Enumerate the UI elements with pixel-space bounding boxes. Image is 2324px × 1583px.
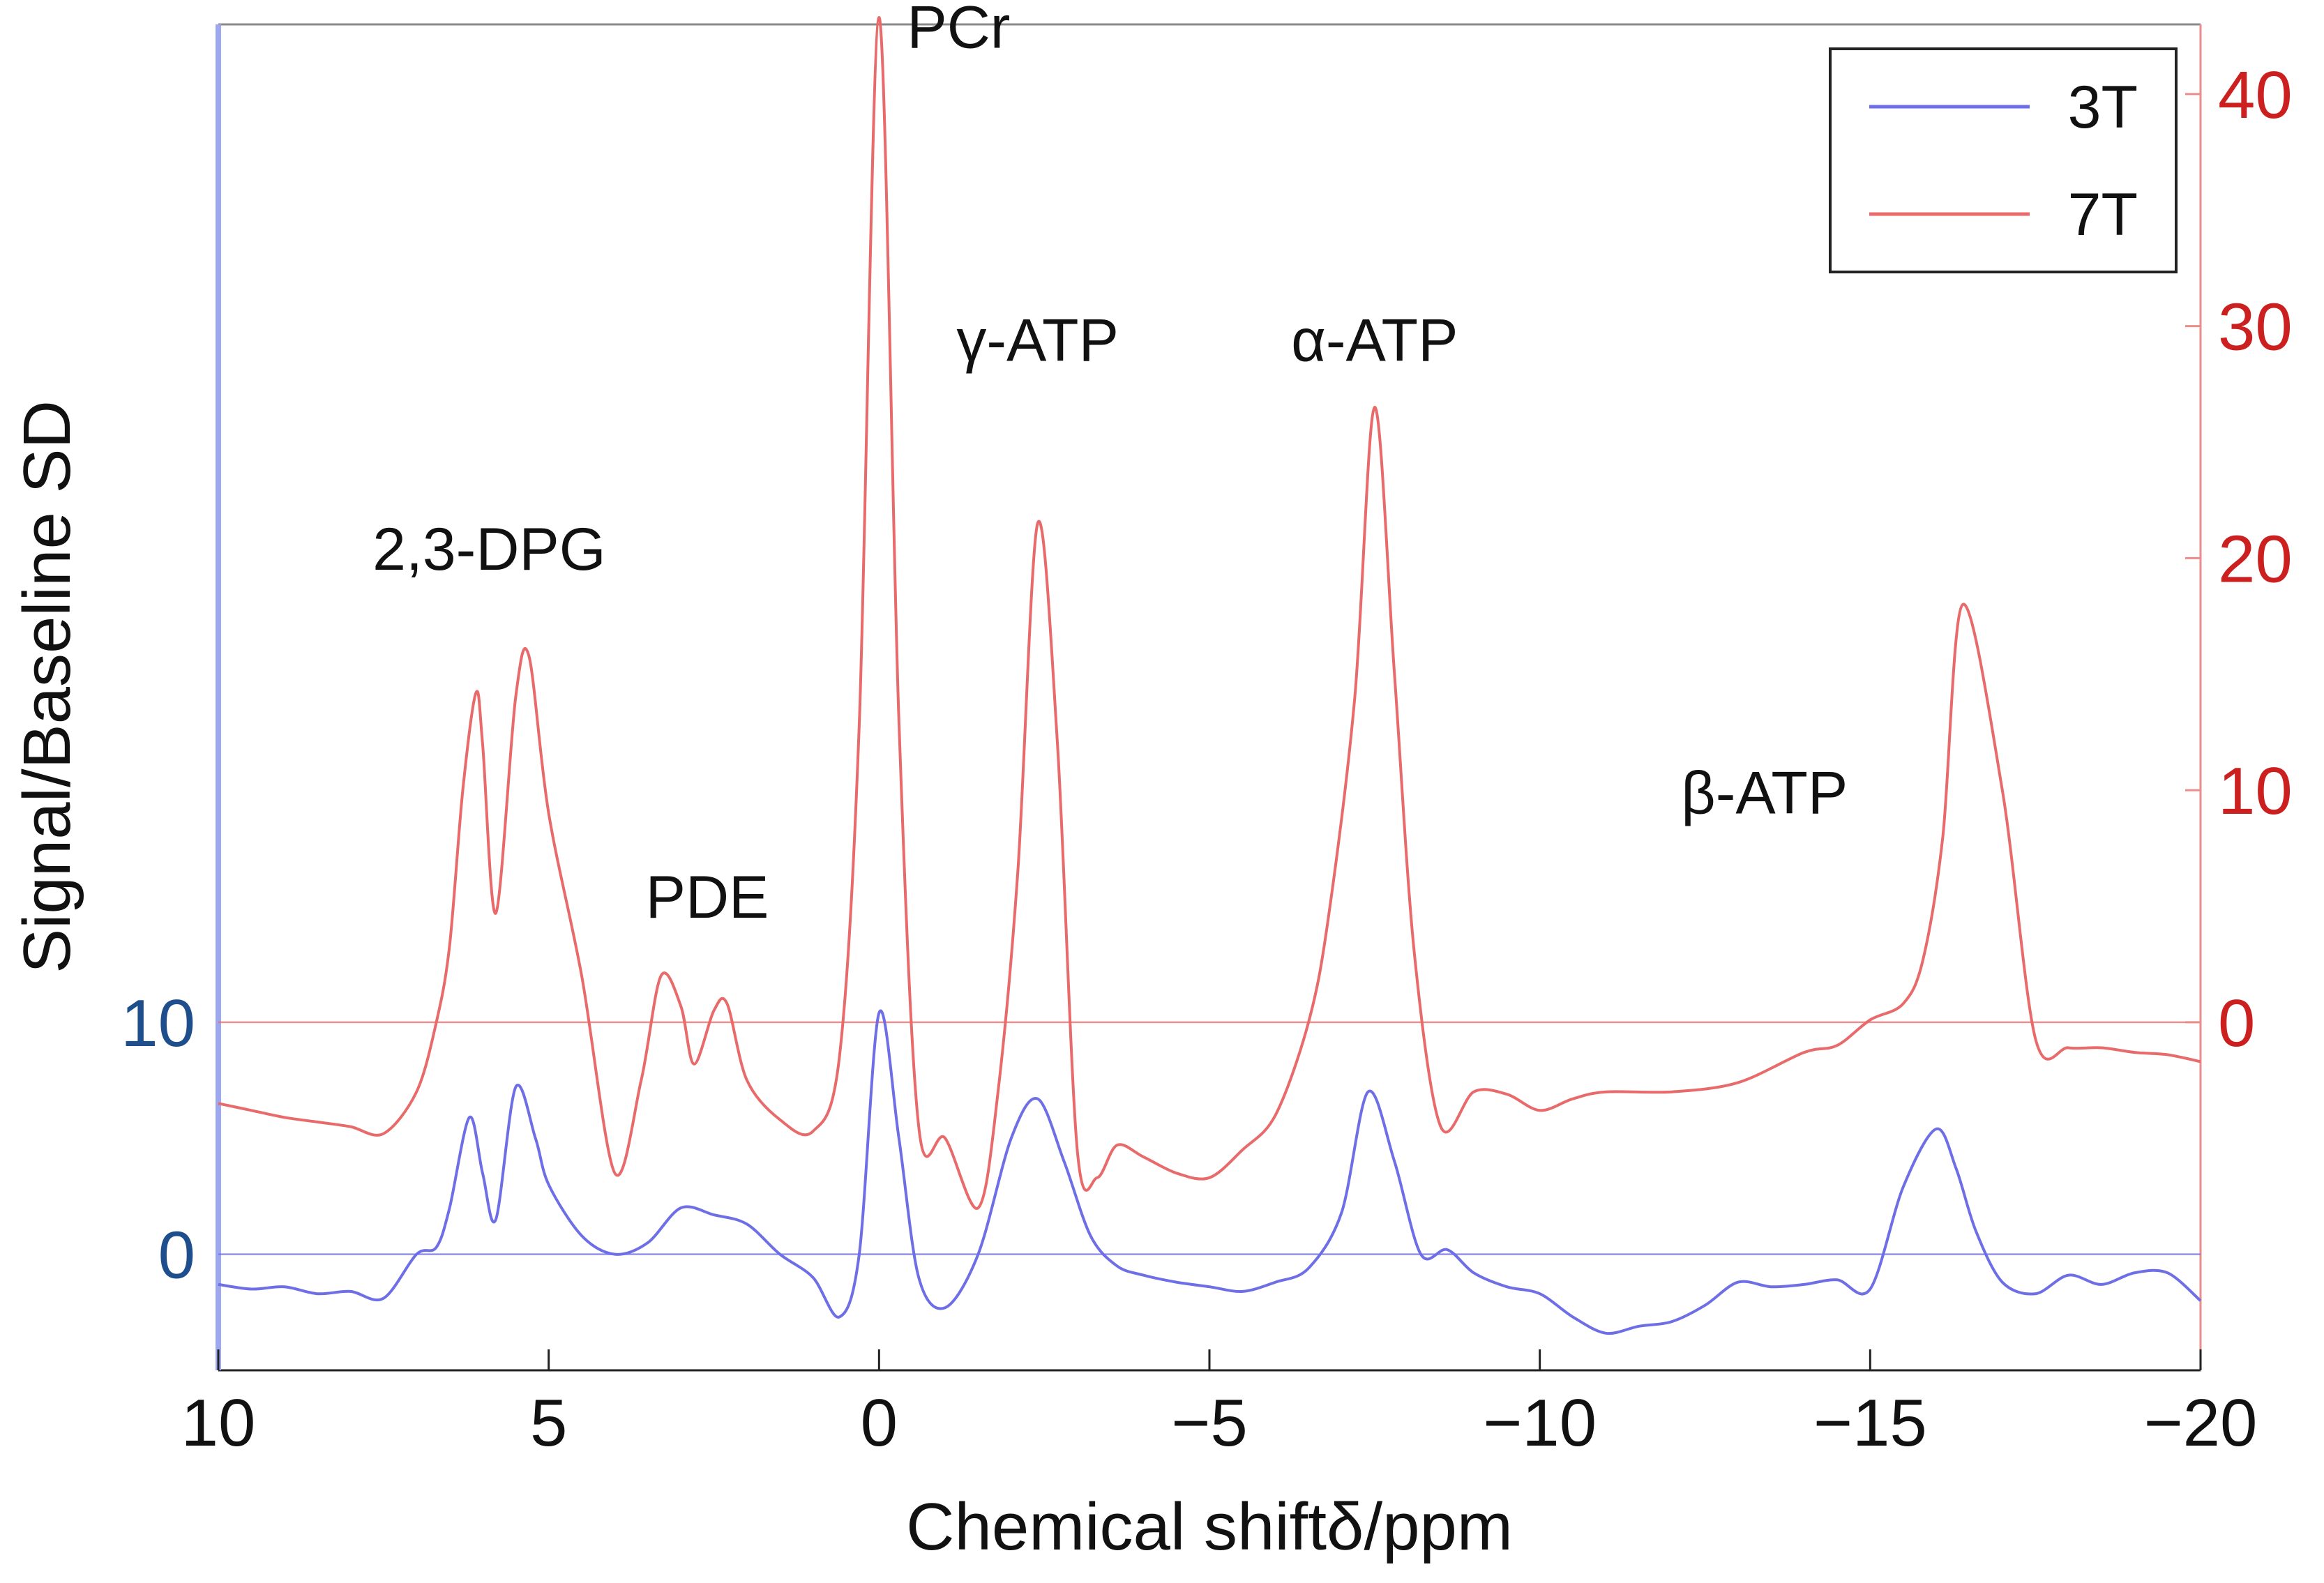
series-layer <box>218 15 2202 1335</box>
x-tick-label: −10 <box>1483 1386 1597 1460</box>
right-y-tick-label: 10 <box>2218 754 2293 828</box>
series-line-7t <box>218 15 2201 1210</box>
peak-label: α-ATP <box>1291 308 1458 374</box>
peak-annotations: PCr γ-ATP α-ATP 2,3-DPG PDE β-ATP <box>372 0 1848 931</box>
legend-label-3t: 3T <box>2068 74 2138 141</box>
left-y-tick-label: 10 <box>121 986 195 1061</box>
y-axis-label: Signal/Baseline SD <box>10 400 84 974</box>
peak-label: β-ATP <box>1681 759 1848 826</box>
legend-box <box>1829 47 2178 273</box>
series-line-3t <box>218 1009 2202 1335</box>
x-tick-label: −5 <box>1171 1386 1247 1460</box>
x-axis-label: Chemical shiftδ/ppm <box>906 1490 1513 1564</box>
x-tick-label: −20 <box>2144 1386 2258 1460</box>
peak-label: 2,3-DPG <box>372 516 606 583</box>
left-y-tick-label: 0 <box>158 1218 195 1293</box>
x-tick-label: 5 <box>530 1386 567 1460</box>
right-y-tick-label: 30 <box>2218 290 2293 365</box>
x-tick-label: 10 <box>181 1386 256 1460</box>
peak-label: PDE <box>646 864 769 931</box>
right-y-tick-label: 20 <box>2218 522 2293 596</box>
left-y-ticks: 0 10 <box>121 986 195 1293</box>
peak-label: PCr <box>907 0 1010 61</box>
x-axis-ticks: 10 5 0 −5 −10 −15 −20 <box>181 1349 2258 1460</box>
right-y-tick-label: 0 <box>2218 986 2255 1061</box>
legend-label-7t: 7T <box>2068 181 2138 248</box>
x-tick-label: −15 <box>1813 1386 1927 1460</box>
peak-label: γ-ATP <box>956 308 1119 374</box>
legend: 3T 7T <box>1829 47 2178 273</box>
right-y-ticks: 0 10 20 30 40 <box>2185 58 2293 1061</box>
right-y-tick-label: 40 <box>2218 58 2293 132</box>
baselines <box>218 1021 2201 1255</box>
x-tick-label: 0 <box>861 1386 898 1460</box>
